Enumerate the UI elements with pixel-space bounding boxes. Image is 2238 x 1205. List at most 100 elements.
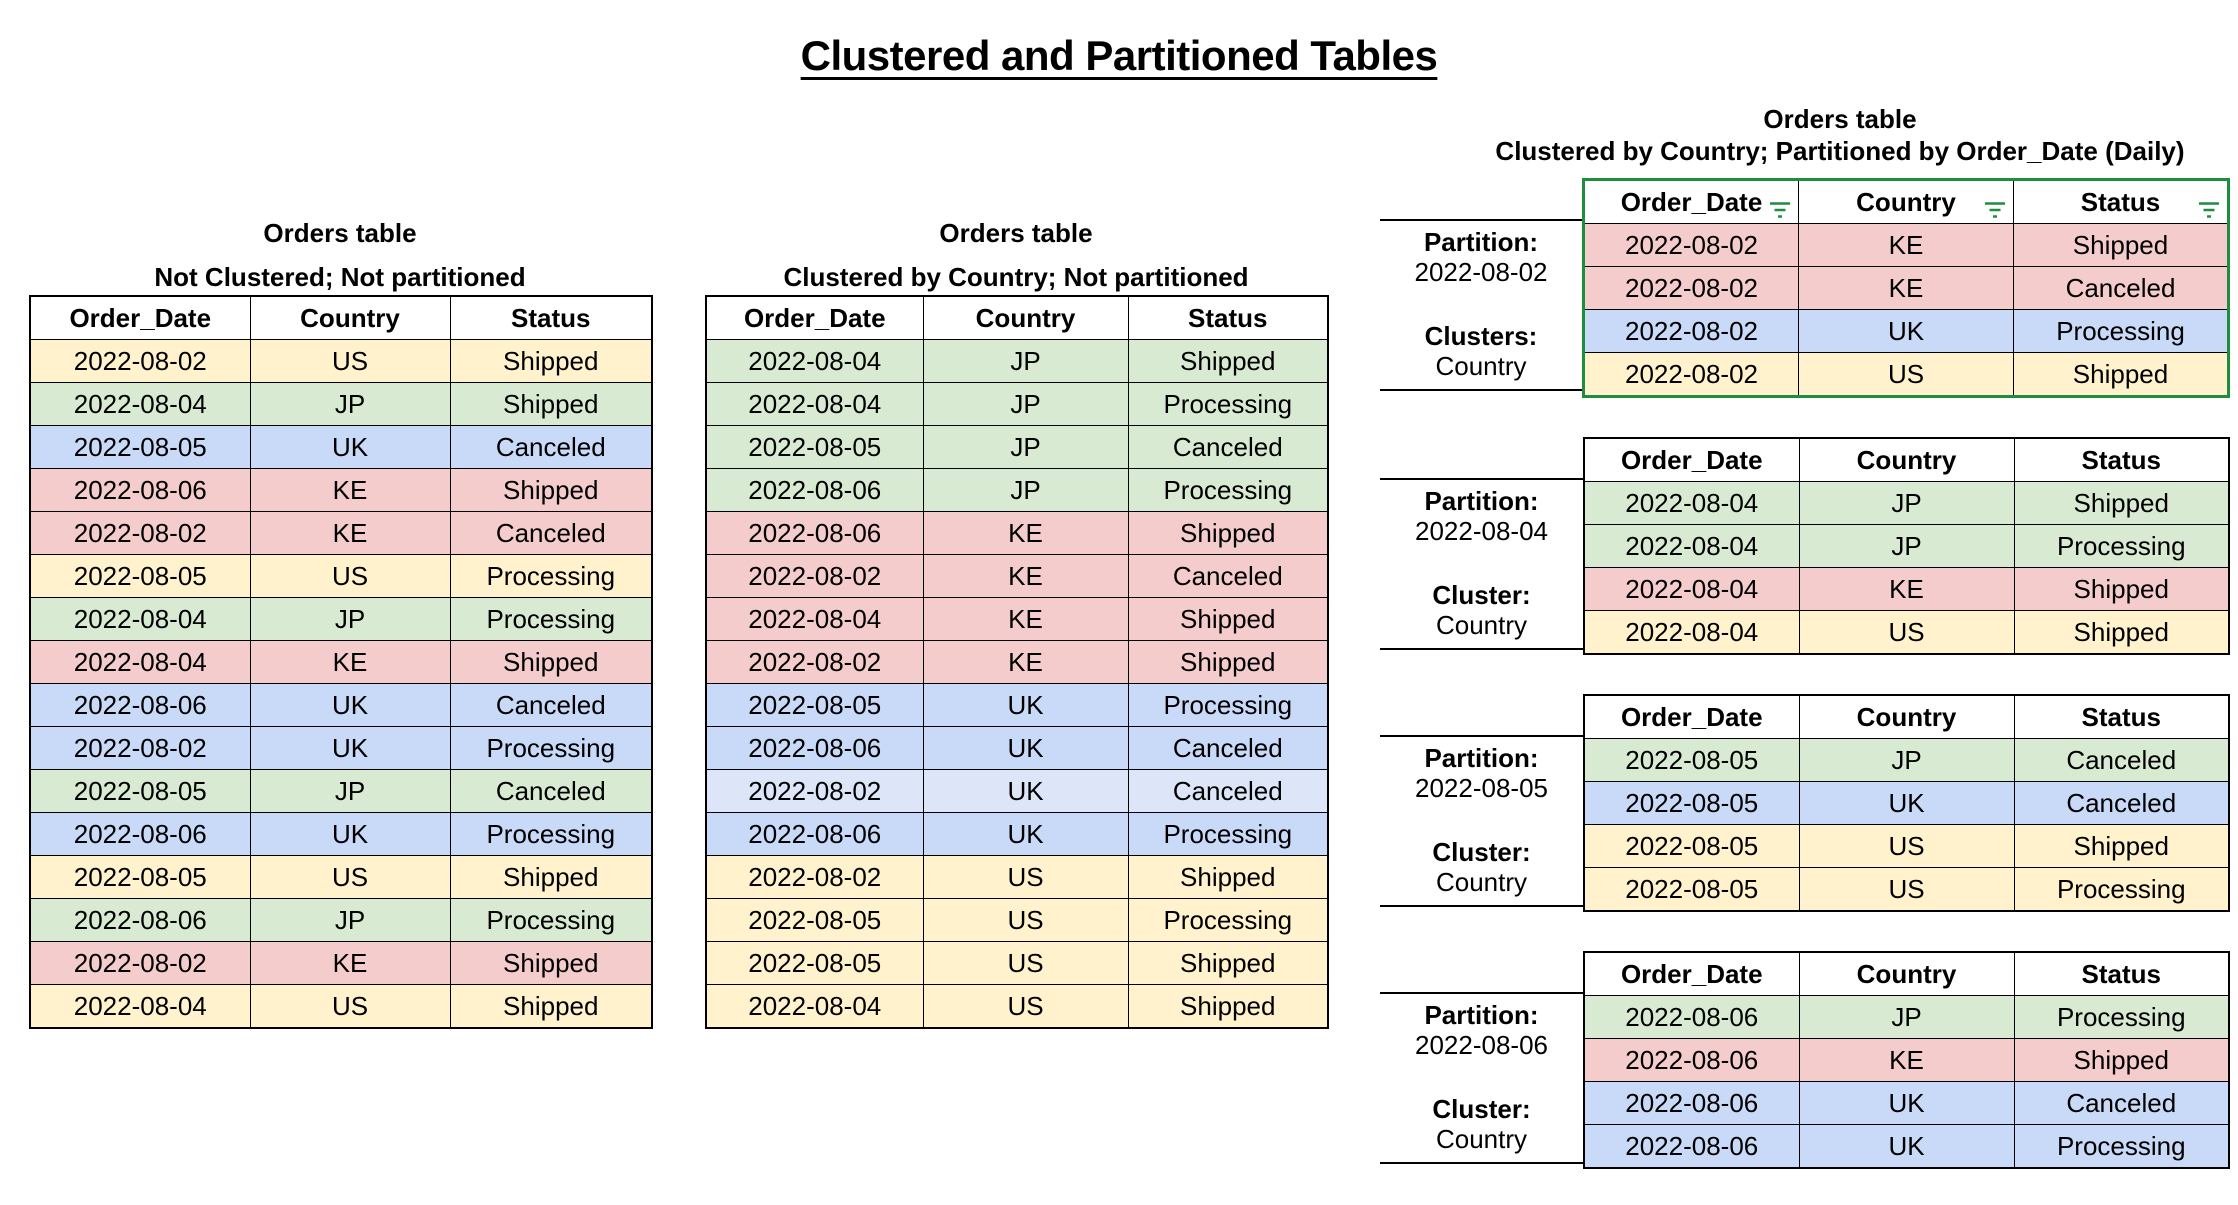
country-cell: JP	[922, 468, 1129, 512]
date-cell: 2022-08-05	[705, 941, 924, 985]
column-header-label: Order_Date	[1620, 445, 1763, 475]
country-cell: UK	[1798, 1124, 2015, 1169]
status-cell: Processing	[1127, 898, 1329, 942]
table-row: 2022-08-06 UK Processing	[29, 812, 653, 856]
partition-label: Partition:	[1423, 227, 1539, 257]
orders-table-title: Orders table	[939, 218, 1093, 248]
date-cell: 2022-08-02	[705, 769, 924, 813]
partition-value: 2022-08-06	[1415, 1030, 1548, 1060]
status-cell: Shipped	[449, 382, 653, 426]
country-cell: UK	[249, 726, 451, 770]
column-header-label: Country	[1856, 702, 1957, 732]
status-cell: Processing	[2013, 524, 2230, 568]
status-cell: Shipped	[2013, 1038, 2230, 1082]
table-row: 2022-08-05 US Shipped	[1583, 824, 2230, 868]
table-row: 2022-08-02 UK Canceled	[705, 769, 1329, 813]
country-cell: JP	[249, 769, 451, 813]
table-row: 2022-08-05 JP Canceled	[705, 425, 1329, 469]
partition-tables: Partition: 2022-08-02 Clusters: Country Orde…	[1380, 175, 2230, 1169]
partition-info-bottom: Clusters: Country	[1380, 321, 1582, 381]
cluster-label: Cluster:	[1432, 1094, 1531, 1124]
status-cell: Shipped	[449, 640, 653, 684]
filter-icon[interactable]	[1982, 191, 2008, 218]
country-cell: US	[1798, 352, 2014, 397]
status-cell: Canceled	[449, 425, 653, 469]
date-cell: 2022-08-06	[1583, 1038, 1800, 1082]
status-cell: Shipped	[1127, 941, 1329, 985]
header-row: Order_Date Country Status	[705, 295, 1329, 340]
column-header-label: Country	[300, 303, 400, 333]
status-cell: Processing	[1127, 683, 1329, 727]
column-header-label: Status	[2081, 445, 2161, 475]
country-cell: JP	[249, 382, 451, 426]
filter-icon[interactable]	[1767, 191, 1793, 218]
column-header-label: Country	[1856, 187, 1956, 217]
status-cell: Canceled	[1127, 425, 1329, 469]
cluster-label: Cluster:	[1432, 580, 1531, 610]
column-header-status: Status	[2013, 437, 2230, 482]
partition-table: Order_Date Country Status 2022-08-02 KE Shipp…	[1582, 178, 2230, 398]
column-header-label: Country	[1856, 445, 1957, 475]
status-cell: Processing	[1127, 812, 1329, 856]
header-row: Order_Date Country Status	[1583, 179, 2229, 224]
table-row: 2022-08-02 US Shipped	[1583, 352, 2229, 397]
filter-icon[interactable]	[2196, 191, 2222, 218]
country-cell: US	[922, 984, 1129, 1029]
country-cell: US	[1798, 824, 2015, 868]
date-cell: 2022-08-04	[29, 984, 251, 1029]
partition-info-top: Partition: 2022-08-06	[1380, 1000, 1583, 1060]
status-cell: Shipped	[1127, 339, 1329, 383]
orders-table-title: Orders table	[1763, 104, 1917, 134]
date-cell: 2022-08-06	[1583, 995, 1800, 1039]
section-clustered-partitioned: Orders table Clustered by Country; Parti…	[1380, 104, 2230, 1205]
status-cell: Processing	[449, 726, 653, 770]
column-header-status: Status	[2013, 694, 2230, 739]
status-cell: Processing	[449, 812, 653, 856]
date-cell: 2022-08-04	[705, 984, 924, 1029]
column-header-status: Status	[2013, 179, 2229, 224]
date-cell: 2022-08-04	[1583, 567, 1800, 611]
partition-info-bottom: Cluster: Country	[1380, 837, 1583, 897]
partition-info: Partition: 2022-08-06 Cluster: Country	[1380, 992, 1583, 1164]
column-header-order_date: Order_Date	[1583, 437, 1800, 482]
table-row: 2022-08-04 KE Shipped	[29, 640, 653, 684]
status-cell: Canceled	[2013, 266, 2229, 310]
column-header-label: Order_Date	[743, 303, 886, 333]
status-cell: Processing	[1127, 468, 1329, 512]
orders-table-subtitle: Clustered by Country; Not partitioned	[783, 262, 1249, 292]
date-cell: 2022-08-06	[705, 511, 924, 555]
country-cell: UK	[249, 812, 451, 856]
country-cell: JP	[922, 425, 1129, 469]
country-cell: US	[249, 984, 451, 1029]
header-row: Order_Date Country Status	[1583, 951, 2230, 996]
table-row: 2022-08-06 KE Shipped	[29, 468, 653, 512]
country-cell: UK	[922, 812, 1129, 856]
orders-table-title: Orders table	[263, 218, 417, 248]
country-cell: UK	[922, 726, 1129, 770]
date-cell: 2022-08-02	[705, 554, 924, 598]
orders-table-subtitle: Clustered by Country; Partitioned by Ord…	[1495, 136, 2185, 166]
partition-value: 2022-08-02	[1414, 257, 1548, 287]
table-row: 2022-08-05 US Processing	[29, 554, 653, 598]
table-row: 2022-08-05 UK Canceled	[29, 425, 653, 469]
status-cell: Canceled	[1127, 769, 1329, 813]
column-header-label: Order_Date	[1620, 959, 1763, 989]
column-header-label: Status	[511, 303, 591, 333]
table-row: 2022-08-04 KE Shipped	[705, 597, 1329, 641]
table-row: 2022-08-04 US Shipped	[1583, 610, 2230, 655]
country-cell: US	[1798, 610, 2015, 655]
partition-table: Order_Date Country Status 2022-08-06 JP Proce…	[1583, 951, 2230, 1169]
cluster-value: Country	[1435, 351, 1527, 381]
status-cell: Shipped	[2013, 567, 2230, 611]
status-cell: Shipped	[449, 339, 653, 383]
column-header-country: Country	[1798, 951, 2015, 996]
date-cell: 2022-08-06	[29, 898, 251, 942]
column-header-label: Status	[2081, 702, 2161, 732]
table-row: 2022-08-06 UK Canceled	[29, 683, 653, 727]
country-cell: KE	[249, 941, 451, 985]
column-header-label: Status	[2081, 959, 2161, 989]
page-title: Clustered and Partitioned Tables	[800, 32, 1438, 80]
country-cell: UK	[922, 683, 1129, 727]
status-cell: Processing	[449, 554, 653, 598]
status-cell: Processing	[1127, 382, 1329, 426]
